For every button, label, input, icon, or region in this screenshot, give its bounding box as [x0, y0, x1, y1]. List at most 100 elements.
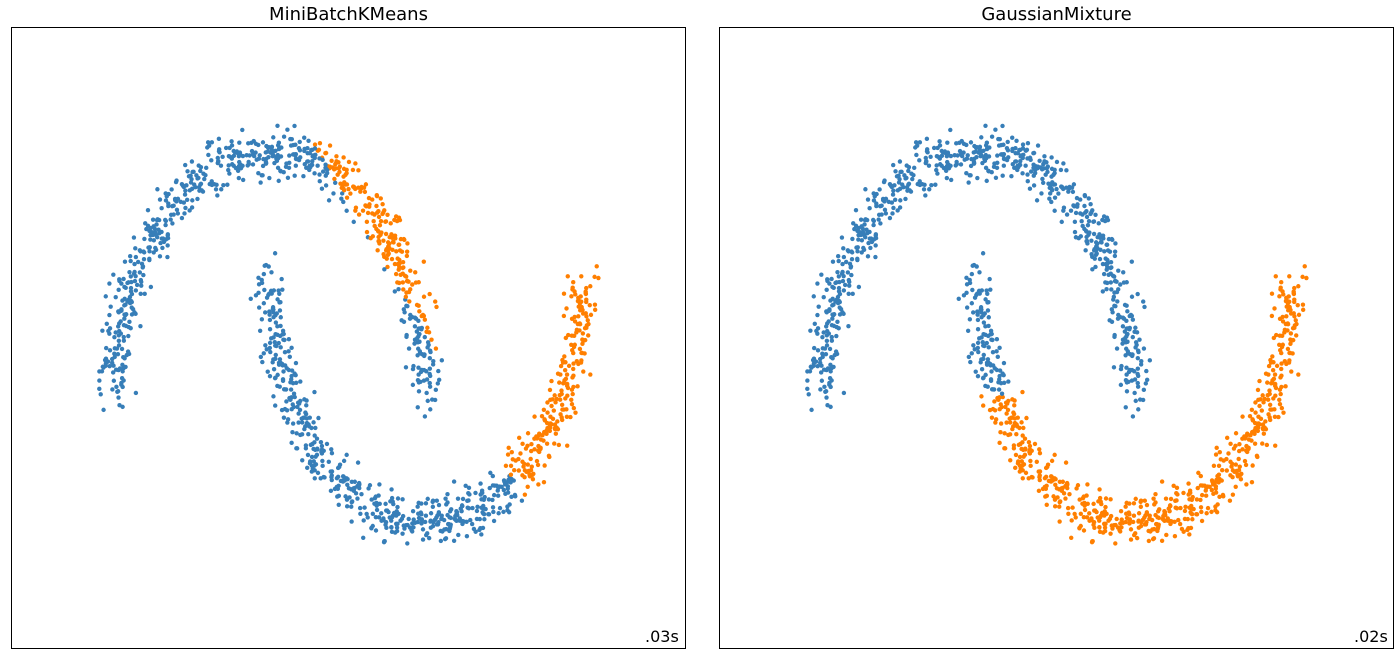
scatter-point [151, 238, 157, 243]
scatter-point [1006, 379, 1011, 384]
scatter-point [1255, 421, 1260, 427]
scatter-point [159, 205, 164, 211]
scatter-point [1017, 425, 1022, 431]
scatter-point [317, 156, 322, 161]
scatter-point [261, 271, 267, 277]
scatter-point [267, 312, 272, 317]
scatter-point [541, 407, 547, 412]
scatter-point [953, 163, 958, 168]
scatter-point [1203, 493, 1209, 498]
scatter-point [847, 279, 852, 285]
scatter-point [396, 286, 401, 292]
scatter-point [171, 212, 176, 217]
scatter-point [926, 163, 932, 168]
scatter-point [163, 198, 169, 203]
scatter-point [117, 366, 123, 371]
scatter-point [1130, 334, 1135, 340]
scatter-point [417, 326, 423, 331]
scatter-point [860, 226, 865, 232]
scatter-point [566, 332, 571, 338]
scatter-point [1196, 470, 1201, 476]
scatter-point [156, 217, 162, 223]
scatter-point [1255, 454, 1260, 460]
scatter-point [576, 295, 581, 301]
scatter-point [346, 186, 351, 192]
scatter-point [1261, 431, 1267, 436]
scatter-point [430, 523, 436, 529]
scatter-point [529, 448, 534, 454]
scatter-point [240, 153, 246, 159]
scatter-point [1101, 271, 1107, 277]
scatter-point [842, 282, 848, 288]
scatter-point [985, 291, 990, 296]
scatter-point [410, 282, 415, 287]
scatter-point [966, 354, 972, 360]
scatter-point [358, 511, 363, 516]
scatter-point [1136, 511, 1142, 516]
scatter-point [1199, 509, 1204, 515]
scatter-point [1078, 511, 1084, 516]
scatter-point [1213, 452, 1219, 457]
scatter-point [398, 518, 403, 523]
scatter-point [119, 376, 125, 381]
scatter-point [841, 390, 847, 396]
scatter-point [448, 522, 453, 527]
scatter-point [1014, 138, 1019, 144]
scatter-point [1302, 264, 1307, 269]
scatter-point [841, 288, 847, 293]
scatter-point [579, 299, 584, 304]
scatter-point [983, 165, 989, 171]
scatter-point [257, 153, 262, 158]
scatter-point [352, 479, 358, 484]
scatter-point [302, 146, 307, 152]
scatter-point [1153, 500, 1158, 505]
scatter-point [1068, 208, 1074, 213]
scatter-point [1190, 494, 1195, 500]
scatter-point [1179, 526, 1185, 532]
scatter-point [1064, 212, 1070, 217]
scatter-point [323, 150, 329, 156]
scatter-point [977, 270, 982, 275]
scatter-point [247, 153, 252, 158]
scatter-point [1187, 497, 1192, 502]
scatter-point [374, 507, 380, 513]
scatter-point [302, 135, 307, 140]
scatter-point [811, 345, 817, 351]
scatter-point [438, 538, 444, 544]
scatter-point [466, 485, 472, 491]
scatter-point [1287, 274, 1292, 279]
scatter-point [1194, 511, 1199, 517]
scatter-point [1221, 494, 1226, 499]
scatter-point [318, 439, 324, 445]
scatter-point [873, 232, 879, 237]
scatter-point [984, 288, 989, 293]
scatter-point [979, 153, 984, 158]
scatter-point [1020, 146, 1026, 151]
scatter-point [853, 207, 859, 213]
scatter-point [1283, 384, 1288, 389]
scatter-point [282, 337, 287, 343]
scatter-point [157, 254, 163, 259]
scatter-point [237, 164, 242, 169]
scatter-point [174, 178, 179, 183]
scatter-point [594, 264, 599, 269]
scatter-point [129, 305, 134, 310]
scatter-point [401, 307, 407, 312]
scatter-point [869, 239, 875, 245]
scatter-point [1260, 422, 1266, 427]
scatter-point [115, 351, 121, 357]
scatter-point [165, 232, 171, 237]
scatter-point [559, 388, 564, 393]
scatter-point [349, 519, 354, 524]
scatter-point [1229, 464, 1234, 469]
scatter-point [1214, 510, 1220, 515]
scatter-point [873, 254, 878, 260]
scatter-point [871, 198, 877, 203]
scatter-point [431, 359, 436, 364]
scatter-point [273, 403, 278, 408]
scatter-point [1091, 231, 1097, 237]
scatter-point [411, 363, 416, 369]
scatter-point [404, 253, 410, 259]
scatter-point [471, 526, 477, 532]
scatter-point [216, 149, 222, 154]
